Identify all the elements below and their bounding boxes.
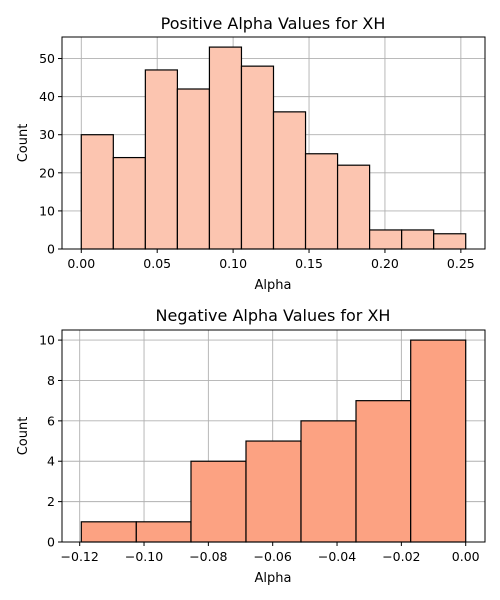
x-tick-label: −0.12 — [61, 549, 99, 564]
histogram-bar — [336, 164, 371, 250]
y-tick-label: 20 — [39, 165, 55, 180]
x-tick-label: −0.08 — [189, 549, 227, 564]
y-tick-label: 50 — [39, 51, 55, 66]
y-tick-label: 40 — [39, 89, 55, 104]
chart-title: Positive Alpha Values for XH — [161, 14, 386, 33]
plot-frame — [61, 36, 486, 250]
y-tick-label: 6 — [47, 413, 55, 428]
histogram-bar — [112, 156, 146, 250]
x-axis-label: Alpha — [255, 571, 292, 586]
plot-frame — [61, 329, 486, 543]
histogram-bar — [135, 521, 192, 543]
y-tick-label: 30 — [39, 127, 55, 142]
x-tick-label: 0.00 — [67, 256, 95, 271]
y-tick-label: 0 — [47, 242, 55, 257]
x-tick-label: 0.00 — [452, 549, 480, 564]
histogram-bar — [272, 111, 307, 250]
histogram-bar — [190, 460, 247, 543]
ticks: −0.12 −0.10 −0.08 −0.06 −0.04 −0.02 0.00 0 2 4 6 8 1… — [39, 333, 480, 564]
bars — [80, 46, 467, 250]
x-tick-label: −0.10 — [125, 549, 163, 564]
y-tick-label: 8 — [47, 373, 55, 388]
histogram-bar — [208, 46, 243, 250]
histogram-bar — [355, 400, 412, 543]
bars — [80, 339, 467, 543]
histogram-bar — [369, 229, 403, 250]
histogram-bar — [80, 521, 137, 543]
histogram-bar — [401, 229, 435, 250]
x-axis-label: Alpha — [255, 278, 292, 293]
y-tick-label: 10 — [39, 203, 55, 218]
y-tick-label: 10 — [39, 333, 55, 348]
x-tick-label: 0.10 — [219, 256, 247, 271]
histogram-bar — [240, 65, 275, 250]
x-tick-label: −0.06 — [254, 549, 292, 564]
x-tick-label: 0.20 — [371, 256, 399, 271]
y-tick-label: 4 — [47, 454, 55, 469]
chart-positive-alpha: Positive Alpha Values for XH 0.00 0.05 0.1… — [16, 14, 486, 293]
x-tick-label: 0.25 — [447, 256, 475, 271]
x-tick-label: −0.02 — [382, 549, 420, 564]
y-axis-label: Count — [16, 417, 31, 456]
chart-negative-alpha: Negative Alpha Values for XH −0.12 −0.10−… — [16, 306, 486, 586]
chart-title: Negative Alpha Values for XH — [156, 306, 391, 325]
histogram-bar — [144, 69, 178, 250]
histogram-bar — [80, 134, 114, 250]
x-tick-label: −0.04 — [318, 549, 356, 564]
y-axis-label: Count — [16, 124, 31, 163]
ticks: 0.00 0.05 0.10 0.15 0.20 0.25 0 10 20 30 40 50 — [39, 51, 475, 271]
y-tick-label: 2 — [47, 494, 55, 509]
x-tick-label: 0.05 — [143, 256, 171, 271]
x-tick-label: 0.15 — [295, 256, 323, 271]
histogram-bar — [410, 339, 467, 543]
y-tick-label: 0 — [47, 535, 55, 550]
histogram-bar — [433, 233, 467, 250]
histogram-bar — [300, 420, 357, 543]
histogram-bar — [176, 88, 211, 250]
histogram-bar — [304, 153, 339, 250]
histogram-bar — [245, 440, 302, 543]
